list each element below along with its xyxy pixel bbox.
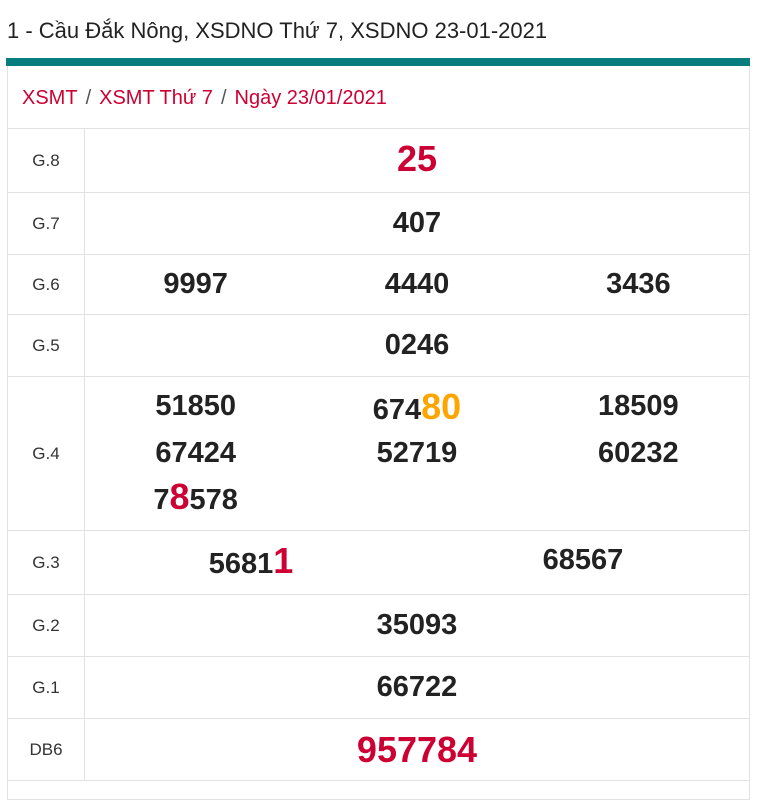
digits: 66722 — [376, 671, 458, 703]
digits: 4440 — [384, 268, 450, 300]
prize-label: G.2 — [8, 595, 85, 656]
prize-row: G.2 35093 — [8, 595, 749, 657]
digits: 9997 — [163, 268, 228, 300]
prize-label: DB6 — [8, 719, 85, 780]
prize-label: G.8 — [8, 129, 85, 192]
prize-label: G.3 — [8, 531, 85, 594]
digits: 7 — [153, 484, 170, 516]
highlighted-digits: 1 — [273, 540, 294, 581]
prize-numbers: 9997 4440 3436 — [85, 255, 749, 314]
prize-number: 60232 — [528, 432, 749, 475]
highlighted-digits: 957784 — [356, 729, 478, 770]
prize-row: G.1 66722 — [8, 657, 749, 719]
digits: 578 — [189, 484, 238, 516]
digits: 68567 — [542, 544, 624, 576]
prize-numbers: 66722 — [85, 657, 749, 718]
prize-row: G.3 56811 68567 — [8, 531, 749, 595]
prize-numbers: 56811 68567 — [85, 531, 749, 594]
breadcrumb: XSMT / XSMT Thứ 7 / Ngày 23/01/2021 — [8, 66, 749, 129]
breadcrumb-xsmt[interactable]: XSMT — [22, 87, 78, 109]
prize-number: 67480 — [306, 385, 527, 432]
accent-bar — [6, 58, 750, 66]
prize-numbers: 957784 — [85, 719, 749, 780]
breadcrumb-separator: / — [85, 87, 92, 109]
prize-row: G.6 9997 4440 3436 — [8, 255, 749, 315]
prize-number: 66722 — [85, 666, 749, 709]
digits: 407 — [392, 207, 442, 239]
prize-number: 35093 — [85, 604, 749, 647]
prize-number: 51850 — [85, 385, 306, 432]
prize-row: G.4 51850 67480 18509 67424 52719 60232 78578 — [8, 377, 749, 531]
prize-number: 78578 — [85, 475, 306, 522]
page-title: 1 - Cầu Đắk Nông, XSDNO Thứ 7, XSDNO 23-… — [7, 18, 548, 43]
prize-number: 0246 — [85, 324, 749, 367]
highlighted-digits: 8 — [169, 476, 190, 517]
prize-label: G.4 — [8, 377, 85, 530]
prize-row: DB6 957784 — [8, 719, 749, 781]
prize-number: 68567 — [417, 539, 749, 586]
prize-numbers: 25 — [85, 129, 749, 192]
highlighted-digits: 80 — [421, 386, 462, 427]
prize-rows: G.8 25 G.7 407 G.6 9997 4440 3436 G.5 0246 G.4 5185… — [8, 129, 749, 781]
digits: 52719 — [376, 437, 458, 469]
prize-number: 9997 — [85, 263, 306, 306]
digits: 51850 — [155, 390, 236, 422]
prize-row: G.8 25 — [8, 129, 749, 193]
prize-label: G.7 — [8, 193, 85, 254]
prize-number: 67424 — [85, 432, 306, 475]
digits: 674 — [372, 394, 422, 426]
digits: 5681 — [208, 548, 274, 580]
prize-number: 56811 — [85, 539, 417, 586]
prize-number: 18509 — [528, 385, 749, 432]
prize-number: 957784 — [85, 728, 749, 771]
prize-number: 3436 — [528, 263, 749, 306]
breadcrumb-date[interactable]: Ngày 23/01/2021 — [234, 87, 387, 109]
digits: 18509 — [597, 390, 679, 422]
prize-numbers: 0246 — [85, 315, 749, 376]
results-table: XSMT / XSMT Thứ 7 / Ngày 23/01/2021 G.8 25 G.7… — [7, 66, 750, 800]
prize-label: G.6 — [8, 255, 85, 314]
prize-number: 407 — [85, 202, 749, 245]
digits: 3436 — [606, 268, 671, 300]
prize-numbers: 51850 67480 18509 67424 52719 60232 78578 — [85, 377, 749, 530]
prize-numbers: 35093 — [85, 595, 749, 656]
prize-numbers: 407 — [85, 193, 749, 254]
prize-number: 52719 — [306, 432, 527, 475]
prize-number: 25 — [85, 137, 749, 184]
prize-row: G.7 407 — [8, 193, 749, 255]
prize-label: G.1 — [8, 657, 85, 718]
empty-row — [8, 781, 749, 800]
digits: 67424 — [155, 437, 236, 469]
highlighted-digits: 25 — [396, 138, 438, 179]
breadcrumb-separator: / — [220, 87, 227, 109]
breadcrumb-xsmt-thu-7[interactable]: XSMT Thứ 7 — [99, 87, 213, 109]
digits: 60232 — [597, 437, 679, 469]
prize-label: G.5 — [8, 315, 85, 376]
prize-number: 4440 — [306, 263, 527, 306]
digits: 0246 — [384, 329, 450, 361]
prize-row: G.5 0246 — [8, 315, 749, 377]
digits: 35093 — [376, 609, 458, 641]
